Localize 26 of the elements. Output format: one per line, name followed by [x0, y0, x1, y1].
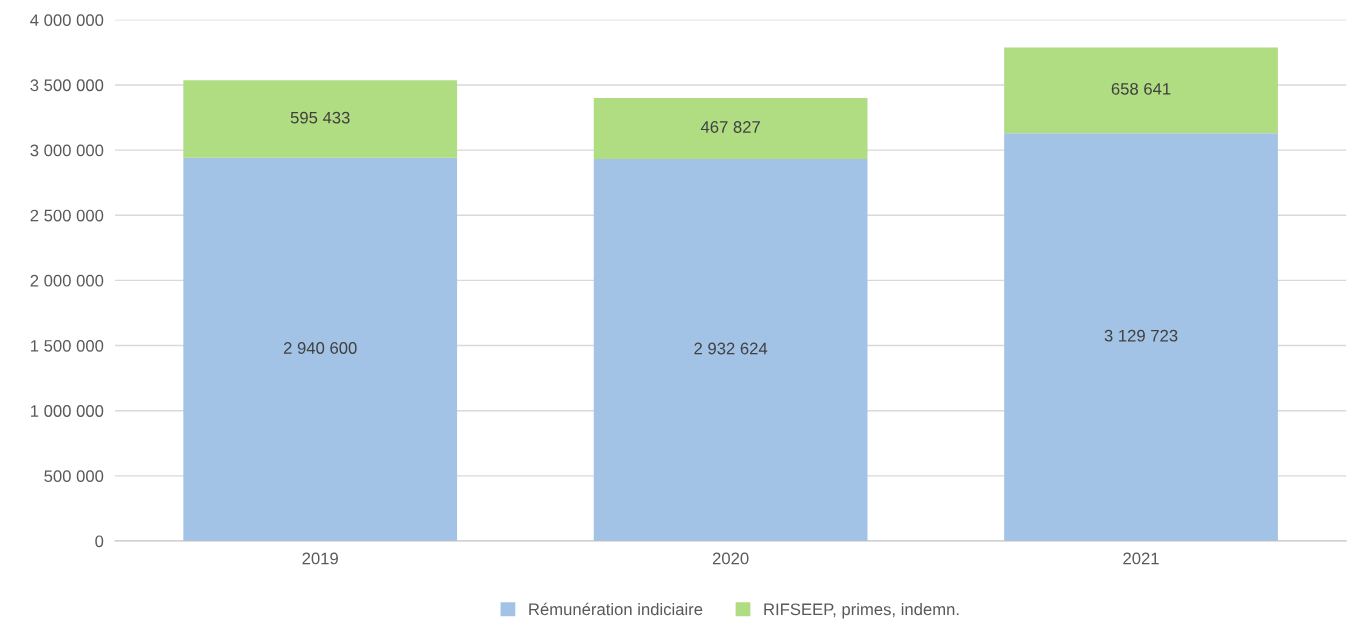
data-label: 467 827 — [700, 121, 760, 133]
legend-label: Rémunération indiciaire — [529, 602, 703, 616]
data-label: 595 433 — [290, 111, 350, 124]
y-tick-label: 500 000 — [44, 470, 104, 483]
y-tick-label: 0 — [95, 535, 104, 548]
bar — [593, 97, 868, 159]
bar — [183, 80, 458, 158]
data-label: 3 129 723 — [1104, 329, 1178, 342]
bar — [183, 157, 458, 542]
x-tick-label: 2019 — [302, 552, 338, 565]
y-tick-label: 2 500 000 — [30, 209, 104, 222]
legend-label: RIFSEEP, primes, indemn. — [764, 603, 959, 619]
x-tick-label: 2020 — [712, 552, 749, 565]
data-label: 2 940 600 — [283, 342, 357, 354]
data-label: 2 932 624 — [694, 342, 768, 355]
data-label: 658 641 — [1111, 82, 1171, 95]
y-tick-label: 2 000 000 — [30, 274, 104, 287]
y-tick-label: 3 000 000 — [30, 144, 104, 157]
bar — [593, 158, 868, 542]
bar — [1004, 47, 1278, 134]
y-tick-label: 1 000 000 — [31, 405, 104, 417]
y-tick-label: 3 500 000 — [30, 79, 104, 92]
bar — [1004, 133, 1278, 542]
y-tick-label: 4 000 000 — [30, 14, 104, 27]
y-tick-label: 1 500 000 — [31, 339, 104, 352]
x-tick-label: 2021 — [1123, 552, 1159, 565]
